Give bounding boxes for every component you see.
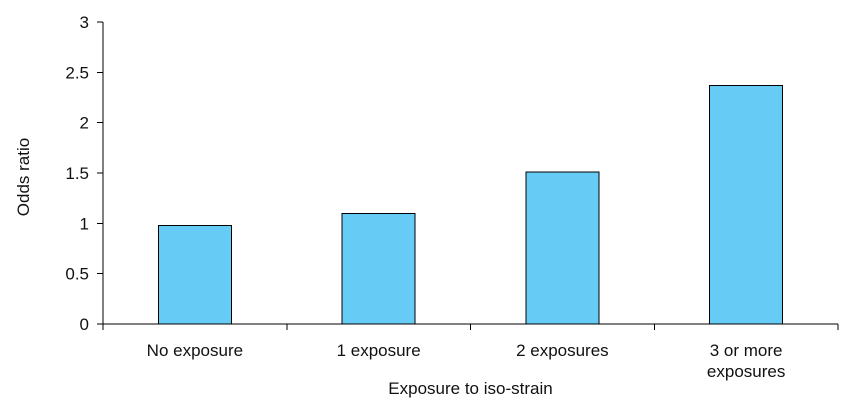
bar-0 <box>157 224 232 325</box>
y-axis-title: Odds ratio <box>14 138 33 216</box>
x-tick-label-line: 1 exposure <box>337 341 421 360</box>
plot-area: 0 0.5 1 1.5 2 2.5 3 No exposure 1 exposure 2 expo… <box>14 13 839 398</box>
x-tick-label: 2 exposures <box>516 341 609 360</box>
y-tick-label: 2.5 <box>65 63 89 82</box>
x-tick-label-line: 3 or more <box>710 341 783 360</box>
y-tick-label: 0.5 <box>65 265 89 284</box>
y-tick-label: 1.5 <box>65 164 89 183</box>
bar-1 <box>341 212 416 325</box>
x-tick-label-line: No exposure <box>147 341 243 360</box>
y-tick-label: 3 <box>80 13 89 32</box>
x-tick-label-line: exposures <box>707 362 785 381</box>
x-tick-label: 3 or more exposures <box>707 341 785 381</box>
x-tick-label: 1 exposure <box>337 341 421 360</box>
y-tick-label: 1 <box>80 214 89 233</box>
x-axis-title: Exposure to iso-strain <box>388 379 552 398</box>
bar-3 <box>709 84 784 325</box>
bar-2 <box>525 171 600 325</box>
x-tick-label: No exposure <box>147 341 243 360</box>
x-tick-label-line: 2 exposures <box>516 341 609 360</box>
y-tick-label: 2 <box>80 114 89 133</box>
y-tick-label: 0 <box>80 315 89 334</box>
